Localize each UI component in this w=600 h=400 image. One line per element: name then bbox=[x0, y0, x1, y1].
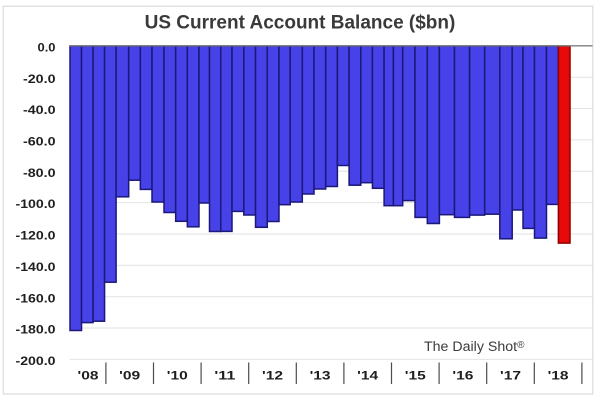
svg-text:'14: '14 bbox=[357, 369, 378, 383]
svg-text:'15: '15 bbox=[405, 369, 426, 383]
svg-text:'16: '16 bbox=[452, 369, 473, 383]
svg-text:-20.0: -20.0 bbox=[23, 72, 56, 86]
svg-text:'18: '18 bbox=[548, 369, 569, 383]
svg-text:'11: '11 bbox=[214, 369, 235, 383]
svg-text:-120.0: -120.0 bbox=[16, 229, 56, 243]
svg-text:-140.0: -140.0 bbox=[16, 260, 56, 274]
svg-text:-160.0: -160.0 bbox=[16, 291, 56, 305]
svg-text:-80.0: -80.0 bbox=[23, 166, 56, 180]
svg-text:'09: '09 bbox=[119, 369, 140, 383]
svg-text:-100.0: -100.0 bbox=[16, 197, 56, 211]
svg-text:-40.0: -40.0 bbox=[23, 103, 56, 117]
svg-text:'12: '12 bbox=[262, 369, 283, 383]
svg-text:0.0: 0.0 bbox=[38, 40, 56, 54]
svg-text:US Current Account Balance ($b: US Current Account Balance ($bn) bbox=[145, 13, 456, 34]
svg-text:-60.0: -60.0 bbox=[23, 135, 56, 149]
svg-text:'17: '17 bbox=[500, 369, 521, 383]
svg-text:-180.0: -180.0 bbox=[16, 323, 56, 337]
svg-text:-200.0: -200.0 bbox=[16, 354, 56, 368]
svg-text:'08: '08 bbox=[78, 369, 99, 383]
svg-text:'10: '10 bbox=[167, 369, 188, 383]
svg-text:The Daily Shot®: The Daily Shot® bbox=[424, 339, 525, 355]
svg-text:'13: '13 bbox=[310, 369, 331, 383]
